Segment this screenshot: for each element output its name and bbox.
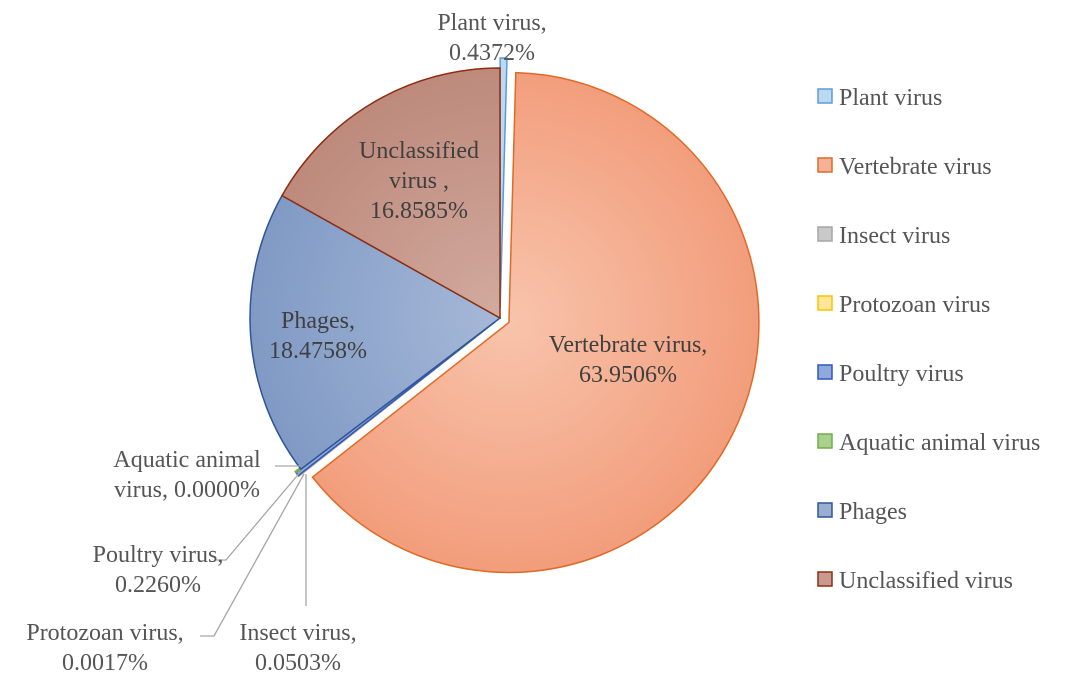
leader-line-protozoan-virus — [200, 473, 305, 637]
legend-swatch-poultry-virus — [817, 364, 833, 380]
data-label-insect-virus: Insect virus, 0.0503% — [239, 620, 356, 676]
legend: Plant virus Vertebrate virus Insect virus P… — [817, 85, 1040, 594]
legend-label-aquatic-animal-virus: Aquatic animal virus — [839, 430, 1040, 456]
legend-item-unclassified-virus: Unclassified virus — [817, 568, 1013, 594]
legend-item-phages: Phages — [817, 499, 907, 525]
legend-label-insect-virus: Insect virus — [839, 223, 950, 249]
legend-swatch-vertebrate-virus — [817, 157, 833, 173]
legend-swatch-aquatic-animal-virus — [817, 433, 833, 449]
legend-swatch-phages — [817, 502, 833, 518]
legend-item-insect-virus: Insect virus — [817, 223, 950, 249]
legend-label-unclassified-virus: Unclassified virus — [839, 568, 1013, 594]
slice-plant-virus — [499, 57, 508, 309]
legend-item-protozoan-virus: Protozoan virus — [817, 292, 990, 318]
legend-item-aquatic-animal-virus: Aquatic animal virus — [817, 430, 1040, 456]
data-label-unclassified-virus: Unclassified virus , 16.8585% — [359, 138, 479, 224]
legend-swatch-plant-virus — [817, 88, 833, 104]
legend-swatch-insect-virus — [817, 226, 833, 242]
slice-phages — [249, 194, 502, 471]
data-label-phages: Phages, 18.4758% — [269, 308, 367, 364]
legend-label-protozoan-virus: Protozoan virus — [839, 292, 990, 318]
leader-lines — [200, 465, 307, 637]
data-label-protozoan-virus: Protozoan virus, 0.0017% — [26, 620, 183, 676]
legend-label-phages: Phages — [839, 499, 907, 525]
data-label-aquatic-animal-virus: Aquatic animal virus, 0.0000% — [113, 447, 261, 503]
legend-label-poultry-virus: Poultry virus — [839, 361, 964, 387]
data-label-plant-virus: Plant virus, 0.4372% — [437, 10, 546, 66]
legend-swatch-unclassified-virus — [817, 571, 833, 587]
slice-vertebrate-virus — [311, 71, 760, 574]
leader-line-poultry-virus — [214, 469, 303, 561]
data-label-vertebrate-virus: Vertebrate virus, 63.9506% — [549, 332, 708, 388]
slice-labels: Plant virus, 0.4372% Vertebrate virus, 63.9… — [26, 10, 707, 676]
legend-item-vertebrate-virus: Vertebrate virus — [817, 154, 992, 180]
legend-label-vertebrate-virus: Vertebrate virus — [839, 154, 992, 180]
slice-unclassified-virus — [280, 67, 501, 320]
legend-label-plant-virus: Plant virus — [839, 85, 942, 111]
legend-item-plant-virus: Plant virus — [817, 85, 942, 111]
legend-swatch-protozoan-virus — [817, 295, 833, 311]
data-label-poultry-virus: Poultry virus, 0.2260% — [93, 542, 224, 598]
legend-item-poultry-virus: Poultry virus — [817, 361, 964, 387]
pie-slices — [249, 57, 760, 574]
